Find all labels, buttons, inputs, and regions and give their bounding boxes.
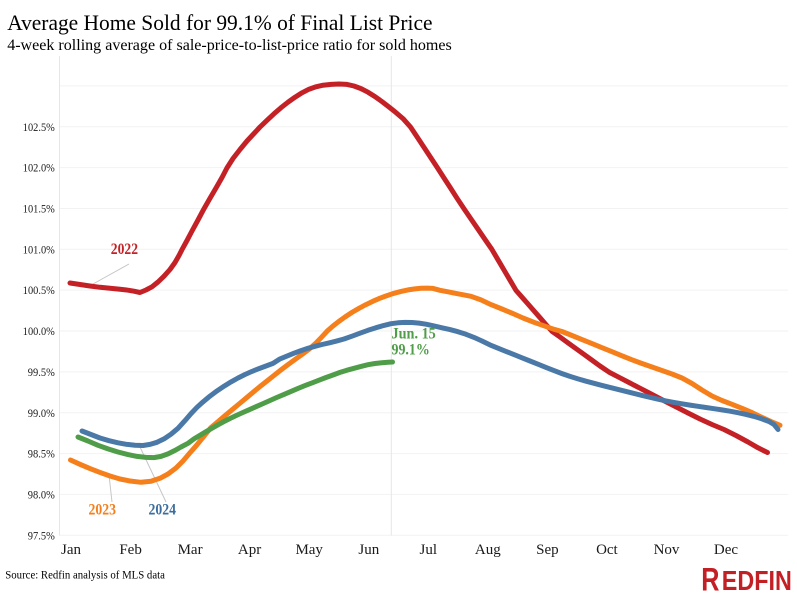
- svg-text:98.0%: 98.0%: [28, 488, 55, 502]
- svg-text:97.5%: 97.5%: [28, 528, 55, 542]
- svg-text:99.5%: 99.5%: [28, 365, 55, 379]
- svg-text:R: R: [701, 562, 719, 597]
- svg-text:101.5%: 101.5%: [23, 202, 55, 216]
- svg-text:Oct: Oct: [596, 542, 618, 558]
- svg-text:Average Home Sold for 99.1% of: Average Home Sold for 99.1% of Final Lis…: [7, 10, 432, 35]
- svg-text:100.5%: 100.5%: [23, 283, 55, 297]
- svg-text:Sep: Sep: [536, 542, 559, 558]
- svg-text:Feb: Feb: [119, 542, 142, 558]
- svg-text:101.0%: 101.0%: [23, 242, 55, 256]
- svg-text:2024: 2024: [149, 502, 177, 519]
- svg-text:Aug: Aug: [475, 542, 501, 558]
- svg-text:Nov: Nov: [654, 542, 680, 558]
- svg-text:100.0%: 100.0%: [23, 324, 55, 338]
- svg-text:May: May: [295, 542, 323, 558]
- svg-text:2023: 2023: [89, 502, 117, 519]
- svg-text:4-week rolling average of sale: 4-week rolling average of sale-price-to-…: [7, 36, 452, 54]
- svg-text:Jun: Jun: [358, 542, 379, 558]
- svg-text:Dec: Dec: [714, 542, 738, 558]
- svg-text:Mar: Mar: [178, 542, 203, 558]
- svg-text:Source: Redfin analysis of MLS: Source: Redfin analysis of MLS data: [5, 569, 165, 582]
- svg-text:Apr: Apr: [238, 542, 261, 558]
- svg-text:102.5%: 102.5%: [23, 120, 55, 134]
- svg-text:EDFIN: EDFIN: [722, 565, 792, 596]
- svg-text:Jun. 15: Jun. 15: [392, 325, 436, 342]
- svg-text:Jul: Jul: [420, 542, 438, 558]
- svg-text:98.5%: 98.5%: [28, 447, 55, 461]
- svg-text:2022: 2022: [111, 241, 138, 258]
- svg-text:Jan: Jan: [61, 542, 81, 558]
- svg-text:102.0%: 102.0%: [23, 161, 55, 175]
- svg-text:99.1%: 99.1%: [392, 341, 430, 358]
- svg-text:99.0%: 99.0%: [28, 406, 55, 420]
